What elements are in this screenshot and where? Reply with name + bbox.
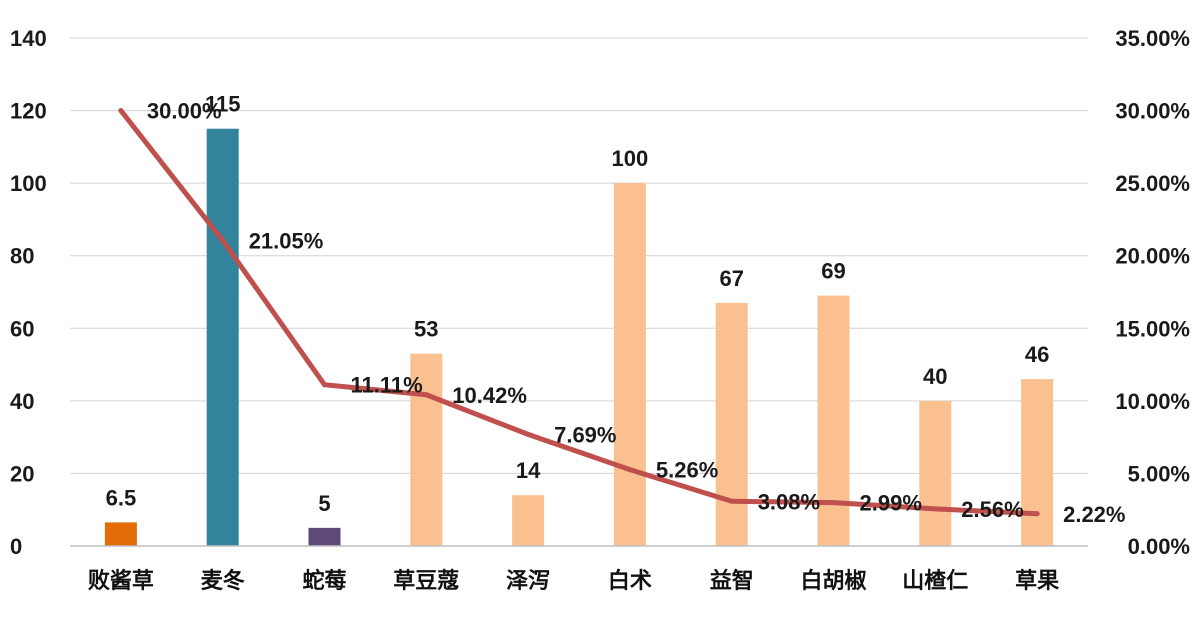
line-point — [322, 382, 327, 388]
percentage-label: 7.69% — [554, 422, 616, 447]
y-right-tick-label: 25.00% — [1115, 171, 1190, 196]
y-left-tick-label: 140 — [10, 26, 47, 51]
percentage-label: 5.26% — [656, 458, 718, 483]
bar-value-label: 100 — [612, 146, 649, 171]
bar-7 — [715, 302, 748, 546]
line-point — [627, 467, 633, 473]
percentage-line — [118, 108, 1040, 517]
bar-value-label: 6.5 — [106, 485, 137, 510]
y-right-tick-label: 30.00% — [1115, 99, 1190, 124]
category-label: 麦冬 — [201, 568, 245, 594]
line-point — [220, 237, 226, 243]
bar-value-label: 5 — [318, 491, 330, 516]
y-left-tick-label: 100 — [10, 171, 47, 196]
line-point — [1034, 511, 1040, 517]
bar-9 — [919, 400, 952, 546]
y-left-tick-label: 80 — [10, 244, 34, 269]
bars — [104, 128, 1054, 546]
y-left-tick-label: 40 — [10, 389, 34, 414]
y-left-tick-label: 120 — [10, 99, 47, 124]
bar-value-label: 40 — [923, 364, 947, 389]
line-point — [423, 392, 429, 398]
percentage-label: 11.11% — [351, 373, 423, 398]
y-left-tick-label: 0 — [10, 534, 22, 559]
percentage-label: 30.00% — [147, 99, 222, 124]
bar-3 — [308, 527, 341, 546]
y-left-tick-label: 20 — [10, 461, 34, 486]
category-label: 益智 — [710, 568, 754, 594]
data-labels: 6.5 115 5 53 14 100 67 69 40 46 30.00% 21.05% 11.11%… — [106, 92, 1126, 527]
axes: 0 20 40 60 80 100 120 140 0.00% 5.00% 10.00% 15.00%… — [10, 26, 1190, 594]
category-label: 草果 — [1015, 568, 1059, 594]
percentage-label: 21.05% — [249, 228, 324, 253]
category-label: 泽泻 — [506, 569, 550, 594]
bar-4 — [410, 353, 443, 546]
bar-value-label: 53 — [414, 317, 438, 342]
line-point — [729, 498, 735, 504]
y-right-tick-label: 5.00% — [1128, 461, 1190, 486]
line-point — [831, 500, 836, 506]
category-label: 蛇莓 — [302, 568, 346, 594]
grid-lines — [70, 37, 1088, 474]
category-label: 败酱草 — [88, 568, 154, 594]
bar-2 — [206, 128, 239, 546]
y-right-tick-label: 20.00% — [1115, 244, 1190, 269]
line-point — [118, 108, 124, 114]
y-right-tick-label: 10.00% — [1115, 389, 1190, 414]
percentage-label: 2.22% — [1063, 502, 1125, 527]
percentage-label: 2.56% — [961, 497, 1023, 522]
bar-10 — [1021, 379, 1054, 546]
line-point — [525, 431, 531, 437]
percentage-label: 2.99% — [860, 491, 922, 516]
category-label: 白术 — [608, 568, 652, 594]
category-label: 白胡椒 — [800, 568, 866, 594]
bar-value-label: 69 — [821, 259, 845, 284]
percentage-label: 3.08% — [758, 489, 820, 514]
percentage-series-line — [118, 108, 1040, 517]
bar-value-label: 115 — [205, 92, 241, 117]
bar-value-label: 14 — [516, 458, 541, 483]
line-point — [932, 506, 938, 512]
bar-6 — [613, 183, 646, 546]
bar-1 — [104, 522, 137, 546]
y-right-tick-label: 35.00% — [1115, 26, 1190, 51]
y-right-tick-label: 15.00% — [1115, 316, 1190, 341]
bar-5 — [512, 495, 545, 546]
y-left-tick-label: 60 — [10, 316, 34, 341]
bar-value-label: 67 — [719, 266, 743, 291]
category-label: 山楂仁 — [902, 568, 968, 594]
percentage-label: 10.42% — [452, 383, 527, 408]
category-label: 草豆蔻 — [393, 568, 459, 594]
bar-8 — [817, 295, 850, 546]
y-right-tick-label: 0.00% — [1128, 534, 1190, 559]
bar-value-label: 46 — [1025, 342, 1049, 367]
